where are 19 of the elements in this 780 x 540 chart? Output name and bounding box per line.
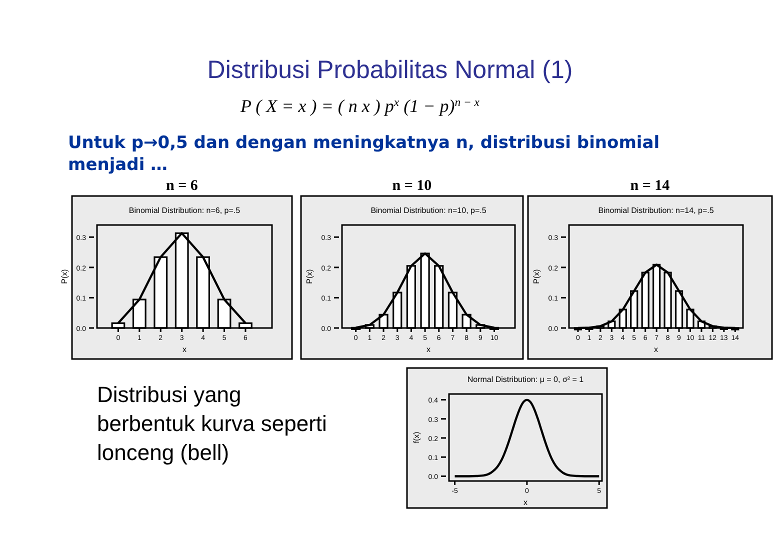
text: Distribusi Probabilitas Normal (1) (207, 56, 573, 84)
chart-title: Binomial Distribution: n=14, p=.5 (598, 206, 714, 215)
chart-subtitle: n = 6 (166, 178, 198, 194)
y-axis-title: P(x) (532, 268, 541, 284)
chart-title: Normal Distribution: μ = 0, σ² = 1 (467, 375, 584, 384)
x-axis-title: x (426, 345, 430, 354)
chart-subtitle: n = 14 (630, 178, 670, 194)
chart-title: Binomial Distribution: n=6, p=.5 (128, 206, 241, 215)
x-axis-title: x (524, 498, 528, 507)
y-axis-title: P(x) (60, 268, 69, 284)
chart-title: Binomial Distribution: n=10, p=.5 (370, 206, 487, 215)
text: Untuk p→0,5 dan dengan meningkatnya n, distribusi binomial menjadi … (68, 133, 660, 175)
x-axis-title: x (654, 345, 658, 354)
y-axis-title: f(x) (412, 431, 421, 444)
chart-subtitle: n = 10 (392, 178, 432, 194)
text: P ( X = x ) = ( n x ) p$^{x}$ (1 − p)$^{n − x}$ (239, 96, 480, 116)
y-axis-title: P(x) (305, 268, 314, 284)
text: Distribusi yang berbentuk kurva seperti lonceng (bell) (97, 382, 327, 465)
x-axis-title: x (182, 345, 186, 354)
